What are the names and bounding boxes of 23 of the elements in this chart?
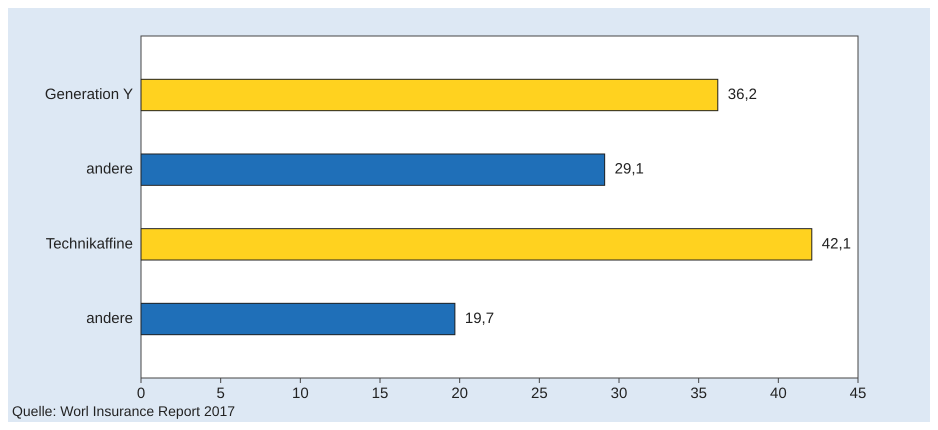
y-tick-label: Generation Y xyxy=(44,86,133,103)
x-tick-label: 20 xyxy=(451,385,468,402)
y-tick-label: andere xyxy=(86,310,133,327)
y-tick-label: Technikaffine xyxy=(46,235,133,252)
bar xyxy=(140,153,606,186)
y-tick-label: andere xyxy=(86,160,133,178)
source-note: Quelle: Worl Insurance Report 2017 xyxy=(12,403,236,419)
x-tick-label: 0 xyxy=(136,385,146,402)
x-tick-label: 35 xyxy=(690,385,708,402)
x-tick-label: 10 xyxy=(292,385,309,402)
data-label: 19,7 xyxy=(464,310,494,327)
bar xyxy=(140,302,456,336)
data-label: 42,1 xyxy=(822,235,851,252)
x-tick-label: 40 xyxy=(770,385,787,402)
data-label: 36,2 xyxy=(728,86,757,103)
x-tick-label: 30 xyxy=(610,385,628,402)
x-tick-label: 15 xyxy=(372,385,388,402)
bar xyxy=(140,78,718,112)
bar xyxy=(140,228,812,261)
data-label: 29,1 xyxy=(614,160,644,178)
x-tick-label: 25 xyxy=(530,385,548,402)
x-tick-label: 5 xyxy=(216,385,225,402)
x-tick-label: 45 xyxy=(850,385,866,402)
